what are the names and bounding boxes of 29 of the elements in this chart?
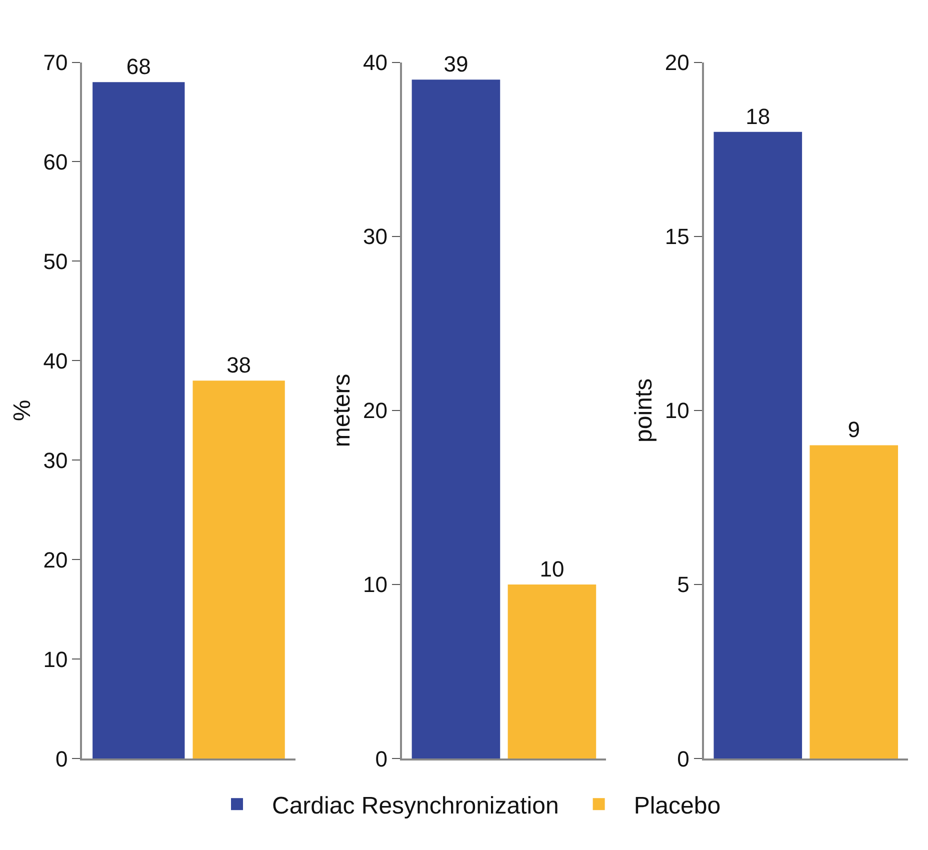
y-tick-label: 40	[362, 50, 388, 75]
y-tick-label: 70	[43, 50, 68, 75]
y-tick-label: 5	[677, 572, 690, 598]
y-tick-label: 10	[43, 646, 68, 672]
data-label: 38	[226, 352, 252, 378]
y-tick-label: 15	[664, 224, 690, 250]
y-tick-label: 50	[43, 248, 68, 274]
y-tick-label: 20	[664, 50, 690, 75]
y-axis-title: %	[8, 400, 36, 422]
y-axis-title: meters	[328, 374, 356, 448]
y-tick-label: 0	[375, 746, 388, 772]
y-tick-label: 10	[664, 398, 690, 424]
data-label: 9	[848, 417, 860, 442]
y-tick-label: 60	[43, 149, 68, 174]
data-label: 10	[540, 556, 564, 582]
y-tick-label: 40	[43, 348, 68, 374]
y-tick-label: 0	[677, 746, 690, 772]
y-tick-label: 20	[362, 398, 388, 424]
legend-label: Placebo	[634, 792, 721, 820]
data-label: 39	[444, 52, 468, 77]
data-label: 18	[746, 104, 770, 129]
y-tick-label: 20	[43, 547, 68, 572]
y-tick-label: 0	[56, 746, 68, 772]
y-tick-label: 30	[43, 448, 68, 473]
y-tick-label: 10	[362, 572, 388, 598]
y-tick-label: 30	[362, 224, 388, 250]
data-label: 68	[126, 54, 151, 80]
y-axis-title: points	[630, 378, 658, 442]
legend-label: Cardiac Resynchronization	[272, 792, 559, 820]
